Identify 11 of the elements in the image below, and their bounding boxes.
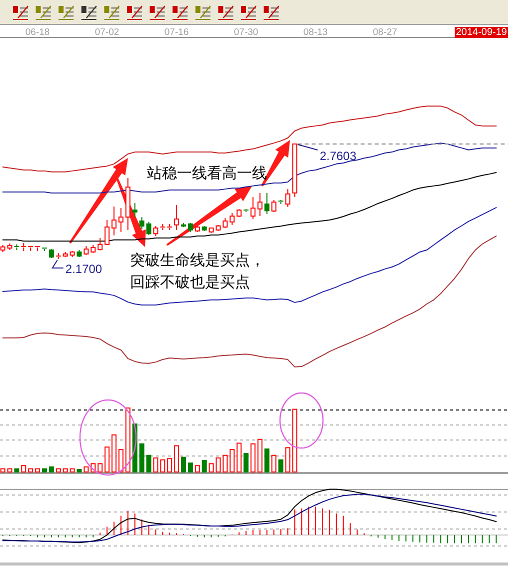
text: 回踩不破也是买点 [130, 273, 250, 291]
annotation: 站稳一线看高一线 [147, 164, 267, 182]
annotation: 突破生命线是买点， [130, 251, 265, 269]
ref-line-label: 2.7603 [320, 149, 357, 163]
x-tick-label: 07-30 [234, 27, 258, 38]
x-tick-label: 07-16 [164, 27, 189, 38]
x-tick-label: 08-27 [372, 27, 398, 38]
x-tick-label: 07-02 [94, 27, 120, 38]
x-tick-label: 06-18 [25, 27, 50, 38]
annotation: 2.1700 [65, 262, 102, 276]
x-tick-label: 08-13 [303, 27, 328, 38]
